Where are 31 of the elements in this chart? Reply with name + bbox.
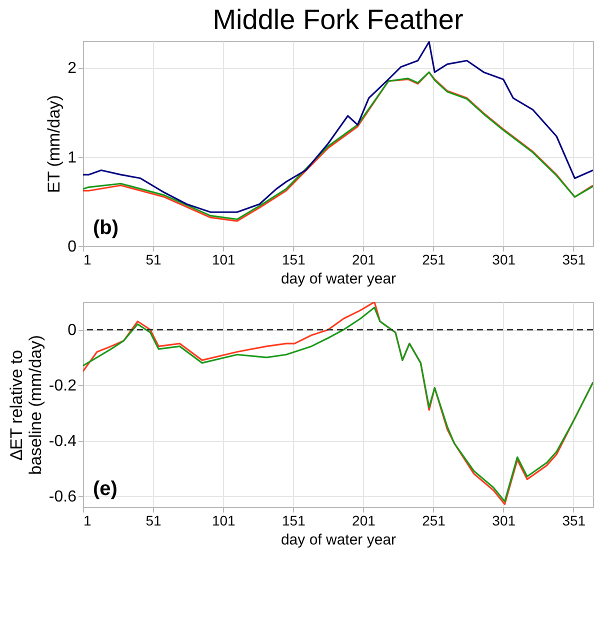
x-tick-label: 301 [492,512,516,528]
x-tick-label: 251 [422,252,446,268]
x-tick-label: 151 [282,512,306,528]
y-axis-title: ET (mm/day) [44,95,64,193]
line-series [83,41,593,213]
y-tick-label: 2 [68,60,77,78]
x-tick-label: 51 [146,252,162,268]
chart-title: Middle Fork Feather [212,4,464,35]
y-tick-label: -0.2 [48,378,77,395]
x-tick-label: 1 [84,252,92,268]
x-axis-title: day of water year [280,270,396,288]
annotation: (e) [93,478,118,500]
x-tick-label: 301 [492,252,516,268]
y-tick-label: 1 [68,149,77,166]
x-axis-title: day of water year [280,532,396,548]
y-tick-label: -0.6 [48,488,77,506]
x-tick-label: 201 [352,252,376,268]
x-tick-label: 201 [352,512,376,528]
y-tick-label: 0 [68,238,77,256]
x-tick-label: 1 [84,512,92,528]
x-tick-label: 101 [212,512,236,528]
x-tick-label: 151 [282,252,306,268]
annotation: (b) [93,217,119,239]
x-tick-label: 351 [562,252,586,268]
x-tick-label: 51 [146,512,162,528]
y-axis-title: ∆ET relative to baseline (mm/day) [6,335,45,475]
x-tick-label: 251 [422,512,446,528]
x-tick-label: 351 [562,512,586,528]
x-tick-label: 101 [212,252,236,268]
y-tick-label: 0 [68,322,77,340]
y-tick-label: -0.4 [48,433,77,450]
